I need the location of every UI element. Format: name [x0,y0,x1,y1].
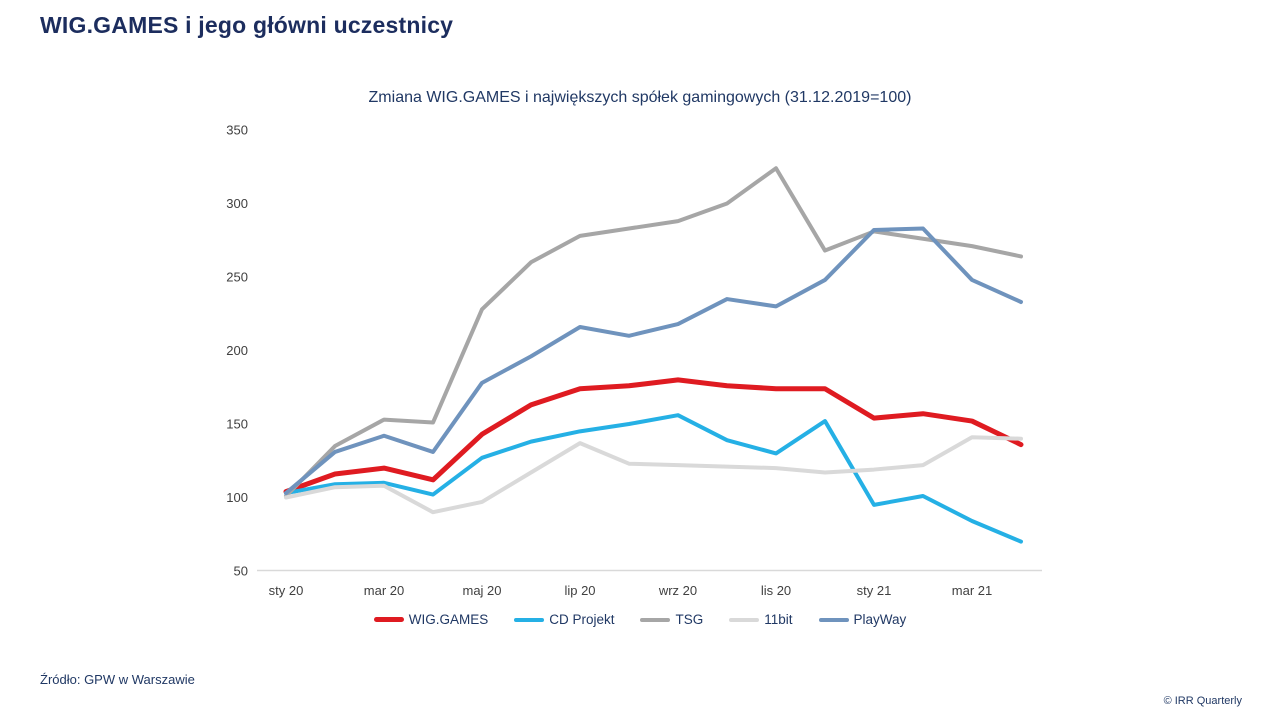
y-axis-tick-label: 350 [226,123,248,138]
copyright-note: © IRR Quarterly [1163,695,1242,707]
legend-item: PlayWay [818,612,907,627]
x-axis-tick-label: wrz 20 [658,583,697,598]
series-line-cd-projekt [284,413,1023,544]
page-title: WIG.GAMES i jego główni uczestnicy [40,12,454,38]
legend-swatch [818,617,849,622]
x-axis-tick-label: mar 20 [364,583,404,598]
legend-swatch [373,617,404,622]
y-axis-tick-label: 50 [234,564,248,579]
x-axis-tick-label: lip 20 [564,583,595,598]
legend-swatch [514,617,545,622]
source-note: Źródło: GPW w Warszawie [40,672,195,687]
y-axis-tick-label: 200 [226,343,248,358]
y-axis-tick-label: 250 [226,270,248,285]
x-axis-tick-label: lis 20 [761,583,791,598]
chart-title: Zmiana WIG.GAMES i największych spółek g… [368,89,912,106]
legend-item: CD Projekt [514,612,614,627]
y-axis-tick-label: 300 [226,196,248,211]
legend-item: TSG [640,612,703,627]
legend-swatch [640,617,671,622]
chart-legend: WIG.GAMES CD Projekt TSG 11bit PlayWay [0,612,1280,627]
legend-label: CD Projekt [549,612,615,627]
legend-label: 11bit [764,612,793,627]
x-axis-tick-label: mar 21 [952,583,992,598]
series-line-playway [284,226,1023,496]
legend-label: WIG.GAMES [408,612,489,627]
series-line-tsg [284,166,1023,499]
x-axis-tick-label: sty 21 [857,583,892,598]
legend-label: PlayWay [853,612,907,627]
x-axis-tick-label: maj 20 [462,583,501,598]
y-axis-tick-label: 100 [226,490,248,505]
series-line-11bit [284,435,1023,515]
y-axis-tick-label: 150 [226,417,248,432]
legend-item: WIG.GAMES [373,612,489,627]
series-line-wig-games [283,377,1024,495]
x-axis-tick-label: sty 20 [269,583,304,598]
legend-item: 11bit [729,612,793,627]
legend-swatch [729,617,760,622]
legend-label: TSG [675,612,704,627]
